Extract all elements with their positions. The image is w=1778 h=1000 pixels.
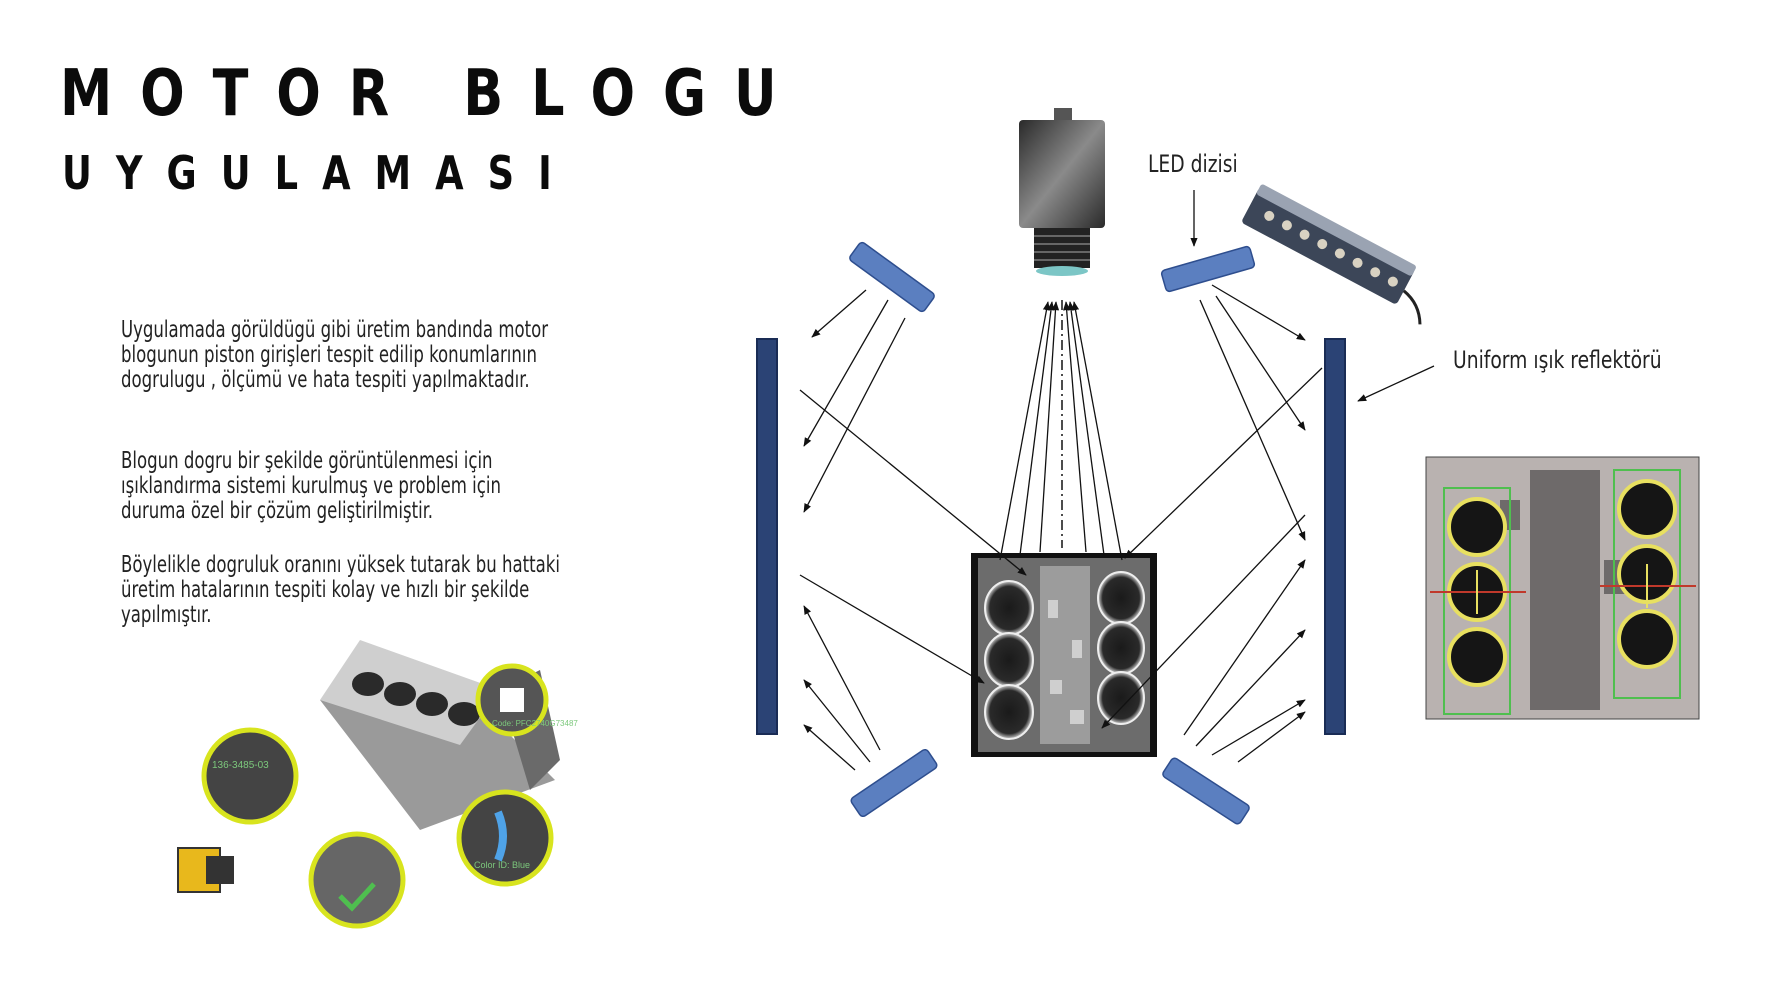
engine-illustration bbox=[177, 640, 560, 929]
inspection-result-image bbox=[1425, 456, 1700, 720]
callout-code-1: 136-3485-03 bbox=[212, 760, 269, 771]
led-panel-bottom-left bbox=[850, 748, 938, 818]
led-array-label: LED dizisi bbox=[1148, 150, 1238, 178]
led-panel-top-right bbox=[1160, 245, 1256, 293]
callout-color: Color ID: Blue bbox=[474, 860, 530, 870]
paragraph-2: Blogun dogru bir şekilde görüntülenmesi … bbox=[121, 448, 501, 524]
paragraph-1: Uygulamada görüldügü gibi üretim bandınd… bbox=[121, 317, 549, 393]
camera-icon bbox=[1019, 108, 1105, 276]
led-panel-top-left bbox=[849, 241, 935, 313]
light-ray-arrows bbox=[799, 190, 1435, 771]
paragraph-3: Böylelikle dogruluk oranını yüksek tutar… bbox=[121, 552, 560, 628]
led-panel-bottom-right bbox=[1162, 757, 1250, 825]
title-line-2: UYGULAMASI bbox=[62, 146, 576, 200]
led-strip-icon bbox=[1242, 184, 1422, 325]
engine-block-image bbox=[971, 553, 1157, 757]
right-reflector bbox=[1324, 338, 1346, 735]
title-line-1: MOTOR BLOGU bbox=[60, 57, 805, 131]
reflector-label: Uniform ışık reflektörü bbox=[1453, 346, 1662, 374]
callout-code-2: Code: PFC2740G73487 bbox=[492, 719, 578, 728]
left-reflector bbox=[756, 338, 778, 735]
